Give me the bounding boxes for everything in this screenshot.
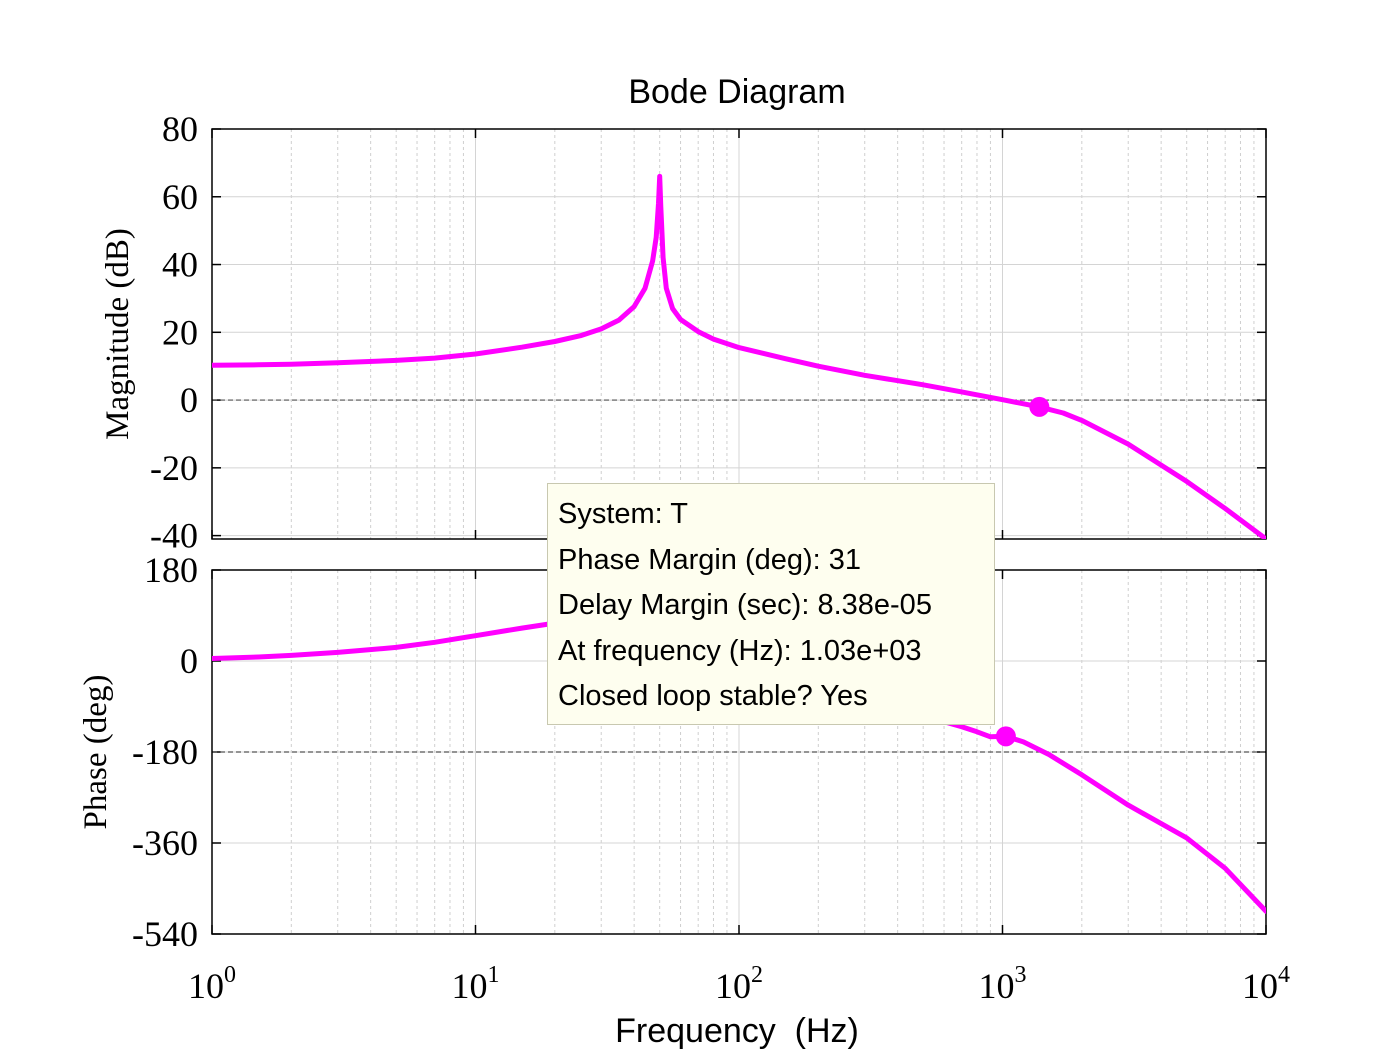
magnitude-y-tick-label: -40 — [150, 516, 198, 556]
magnitude-grid — [211, 128, 1267, 539]
phase-curve — [212, 616, 1266, 914]
phase-y-tick-label: 180 — [144, 550, 198, 590]
magnitude-y-tick-label: 60 — [162, 177, 198, 217]
chart-title: Bode Diagram — [628, 73, 845, 111]
datatip-system: System: T — [558, 498, 688, 530]
x-axis-label: Frequency (Hz) — [615, 1012, 859, 1050]
datatip-delay-margin: Delay Margin (sec): 8.38e-05 — [558, 589, 932, 621]
magnitude-curve — [212, 173, 1266, 539]
phase-margin-marker[interactable] — [995, 726, 1016, 747]
datatip-phase-margin: Phase Margin (deg): 31 — [558, 543, 862, 576]
magnitude-y-axis-label: Magnitude (dB) — [100, 228, 136, 440]
phase-y-tick-label: -360 — [132, 823, 198, 863]
magnitude-y-tick-label: 20 — [162, 312, 198, 352]
frequency-x-ticks: 100 101 102 103 104 — [188, 962, 1290, 1006]
magnitude-y-tick-label: -20 — [150, 448, 198, 488]
gain-crossover-marker[interactable] — [1029, 396, 1050, 417]
magnitude-y-tick-label: 0 — [180, 380, 198, 420]
x-tick-label: 102 — [715, 962, 763, 1006]
x-tick-label: 100 — [188, 962, 236, 1006]
x-tick-label: 103 — [979, 962, 1027, 1006]
phase-y-tick-label: 0 — [180, 641, 198, 681]
phase-y-tick-label: -540 — [132, 914, 198, 954]
x-tick-label: 104 — [1242, 962, 1290, 1006]
phase-y-tick-label: -180 — [132, 732, 198, 772]
x-tick-label: 101 — [452, 962, 500, 1006]
phase-y-ticks: 180 0 -180 -360 -540 — [132, 550, 198, 954]
magnitude-y-ticks: 80 60 40 20 0 -20 -40 — [150, 109, 198, 556]
phase-y-axis-label: Phase (deg) — [78, 675, 114, 830]
magnitude-y-tick-label: 40 — [162, 245, 198, 285]
datatip-frequency: At frequency (Hz): 1.03e+03 — [558, 634, 922, 667]
magnitude-y-tick-label: 80 — [162, 109, 198, 149]
datatip-stability: Closed loop stable? Yes — [558, 680, 868, 712]
phase-margin-datatip[interactable]: System: T Phase Margin (deg): 31 Delay M… — [547, 483, 995, 725]
